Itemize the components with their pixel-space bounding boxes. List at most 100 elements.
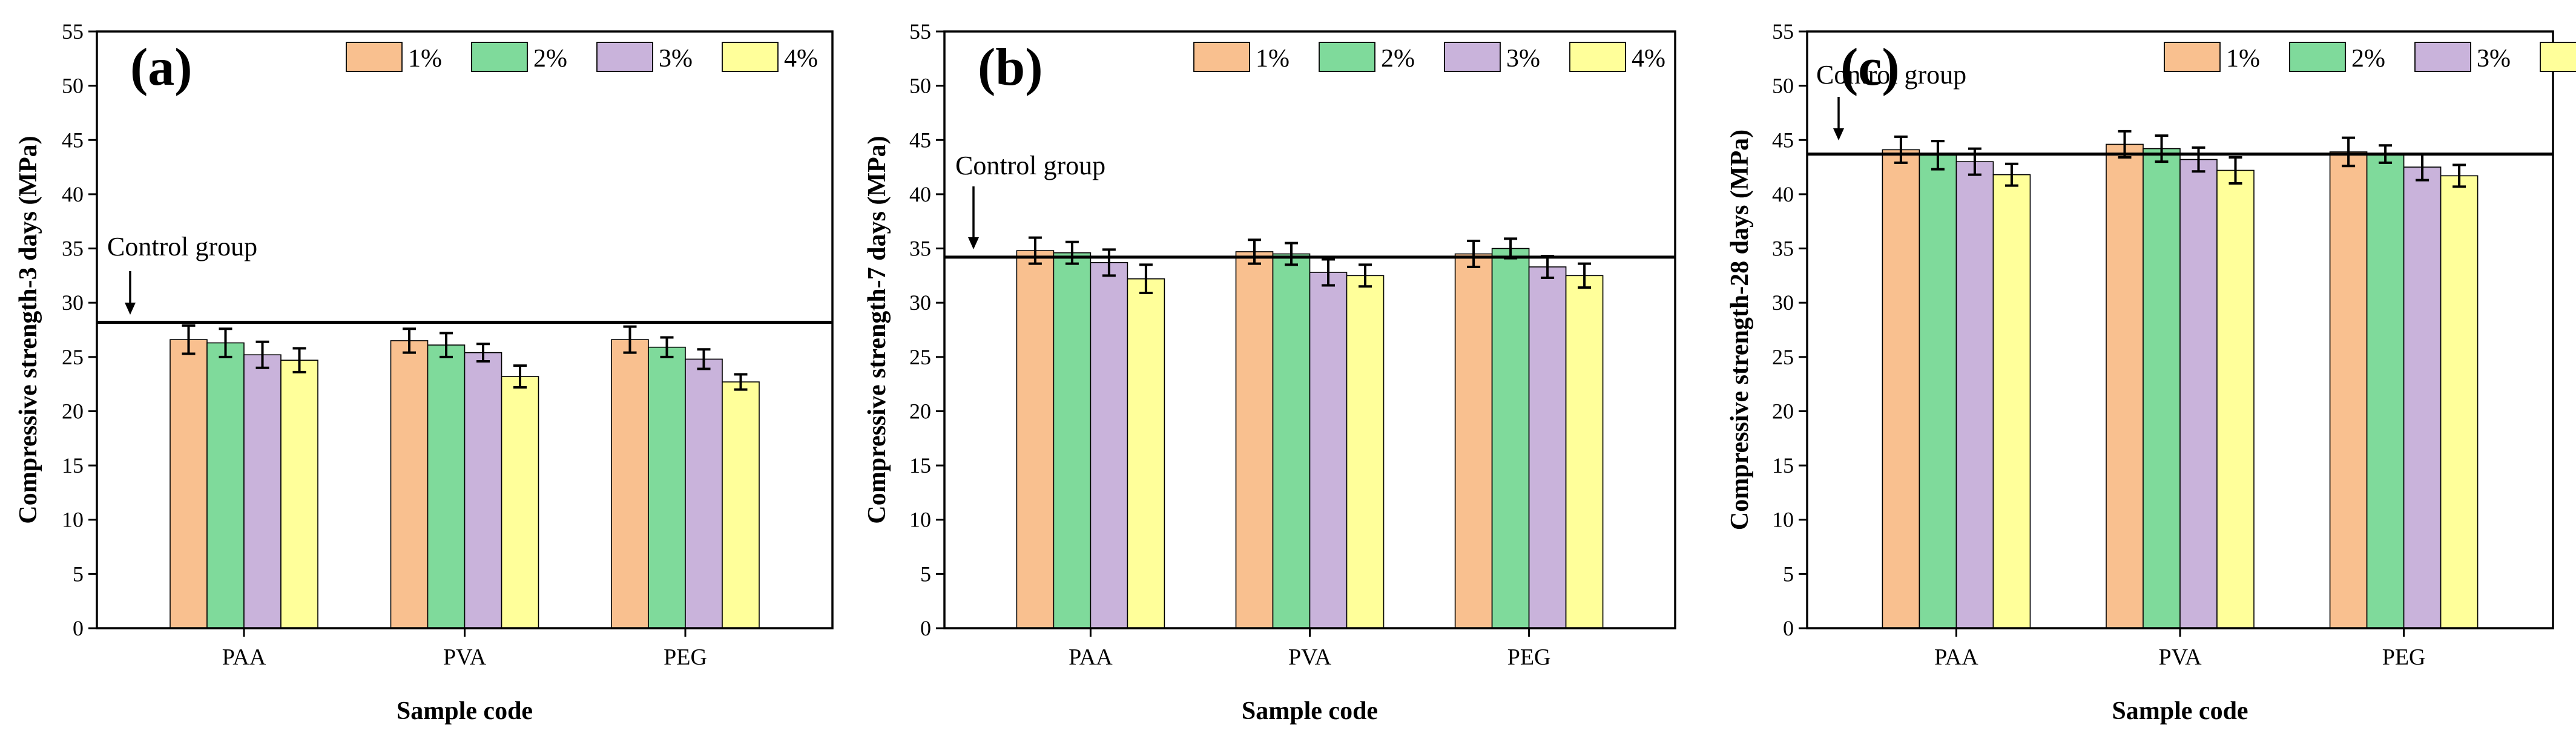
legend-swatch bbox=[1569, 42, 1626, 72]
legend-label: 3% bbox=[659, 45, 693, 73]
y-tick-label: 15 bbox=[62, 453, 84, 478]
error-bar bbox=[2342, 136, 2356, 168]
legend-item: 4% bbox=[1569, 42, 1665, 73]
bar-peg-2pct bbox=[2366, 153, 2405, 629]
legend-label: 4% bbox=[784, 45, 818, 73]
y-axis-title: Compressive strength-3 days (MPa) bbox=[15, 136, 42, 524]
bar-peg-2pct bbox=[1491, 248, 1530, 629]
bar-pva-1pct bbox=[390, 340, 429, 629]
bar-pva-3pct bbox=[464, 352, 502, 629]
error-bar bbox=[1102, 248, 1116, 277]
error-bar bbox=[660, 336, 674, 358]
bar-peg-1pct bbox=[2329, 151, 2368, 629]
bar-pva-1pct bbox=[2106, 143, 2144, 629]
y-tick-label: 45 bbox=[62, 128, 84, 152]
y-tick-label: 45 bbox=[1772, 128, 1794, 152]
y-tick-label: 5 bbox=[1783, 562, 1794, 586]
panel-label: (b) bbox=[978, 38, 1043, 97]
arrow-head-icon bbox=[968, 237, 979, 249]
y-tick-label: 25 bbox=[909, 345, 931, 369]
y-tick-label: 10 bbox=[62, 508, 84, 532]
bar-peg-1pct bbox=[1454, 253, 1493, 629]
bar-peg-3pct bbox=[2403, 166, 2442, 629]
y-tick-label: 10 bbox=[909, 508, 931, 532]
error-bar bbox=[219, 327, 232, 358]
bar-paa-4pct bbox=[280, 360, 318, 629]
y-tick-label: 35 bbox=[62, 237, 84, 261]
legend-swatch bbox=[2414, 42, 2471, 72]
y-tick-label: 35 bbox=[1772, 237, 1794, 261]
panel-label: (a) bbox=[130, 38, 193, 97]
bar-pva-2pct bbox=[1272, 253, 1311, 629]
legend-label: 4% bbox=[1632, 45, 1665, 73]
bar-peg-4pct bbox=[1565, 275, 1604, 629]
plot-frame bbox=[1806, 30, 2554, 629]
y-axis-title: Compressive strength-7 days (MPa) bbox=[863, 136, 891, 524]
bar-pva-2pct bbox=[2143, 148, 2181, 629]
chart-panel-3: PAA PVA PEG 0 5 10 15 20 25 30 35 40 45 50 55 Control g… bbox=[1726, 19, 2576, 725]
bar-peg-3pct bbox=[1528, 266, 1567, 629]
y-tick-label: 5 bbox=[920, 562, 931, 586]
legend-label: 1% bbox=[1256, 45, 1290, 73]
error-bar bbox=[182, 324, 196, 355]
error-bar bbox=[1139, 263, 1153, 295]
x-tick-label: PVA bbox=[1288, 645, 1332, 670]
bar-paa-4pct bbox=[1127, 278, 1165, 629]
bar-peg-4pct bbox=[722, 381, 760, 629]
legend-item: 2% bbox=[471, 42, 567, 73]
error-bar bbox=[734, 373, 748, 391]
y-tick-label: 40 bbox=[1772, 182, 1794, 206]
error-bar bbox=[2192, 146, 2205, 173]
error-bar bbox=[1322, 258, 1335, 287]
legend-item: 3% bbox=[596, 42, 693, 73]
y-tick-label: 55 bbox=[909, 19, 931, 44]
legend-item: 3% bbox=[1444, 42, 1540, 73]
legend-item: 1% bbox=[2164, 42, 2260, 73]
error-bar bbox=[476, 343, 490, 363]
legend-label: 3% bbox=[1506, 45, 1540, 73]
error-bar bbox=[1467, 239, 1481, 269]
legend-label: 2% bbox=[2351, 45, 2385, 73]
error-bar bbox=[1894, 135, 1908, 164]
arrow-head-icon bbox=[1833, 128, 1844, 140]
y-tick-label: 50 bbox=[909, 74, 931, 98]
arrow-head-icon bbox=[125, 303, 136, 315]
y-tick-label: 25 bbox=[1772, 345, 1794, 369]
legend-item: 3% bbox=[2414, 42, 2511, 73]
bar-paa-2pct bbox=[1919, 154, 1957, 629]
bar-pva-3pct bbox=[1309, 272, 1348, 629]
y-tick-label: 30 bbox=[1772, 291, 1794, 315]
legend-swatch bbox=[596, 42, 653, 72]
x-tick-label: PAA bbox=[1934, 645, 1978, 670]
y-tick-label: 10 bbox=[1772, 508, 1794, 532]
y-tick-label: 40 bbox=[62, 182, 84, 206]
y-tick-label: 30 bbox=[909, 291, 931, 315]
error-bar bbox=[697, 348, 711, 370]
control-group-label: Control group bbox=[1816, 60, 1966, 90]
legend-label: 2% bbox=[1381, 45, 1415, 73]
x-tick-label: PEG bbox=[2382, 645, 2426, 670]
y-tick-label: 40 bbox=[909, 182, 931, 206]
x-tick-label: PAA bbox=[222, 645, 266, 670]
legend-swatch bbox=[2164, 42, 2221, 72]
bar-peg-3pct bbox=[685, 358, 723, 629]
y-tick-label: 35 bbox=[909, 237, 931, 261]
legend-item: 4% bbox=[2540, 42, 2576, 72]
error-bar bbox=[2155, 134, 2169, 163]
legend-swatch bbox=[2540, 42, 2576, 72]
bar-paa-3pct bbox=[243, 354, 282, 629]
y-tick-label: 55 bbox=[62, 19, 84, 44]
error-bar bbox=[2228, 156, 2242, 185]
bar-pva-4pct bbox=[2216, 169, 2255, 629]
x-tick-label: PVA bbox=[443, 645, 487, 670]
x-axis-title: Sample code bbox=[397, 697, 533, 725]
bar-paa-1pct bbox=[1016, 250, 1055, 629]
y-tick-label: 45 bbox=[909, 128, 931, 152]
legend-label: 3% bbox=[2477, 45, 2511, 73]
bar-pva-4pct bbox=[501, 376, 539, 629]
control-group-label: Control group bbox=[107, 232, 257, 261]
error-bar bbox=[255, 340, 269, 369]
error-bar bbox=[2452, 163, 2466, 188]
bar-pva-4pct bbox=[1346, 275, 1385, 629]
y-axis-title: Compressive strength-28 days (MPa) bbox=[1726, 130, 1754, 530]
